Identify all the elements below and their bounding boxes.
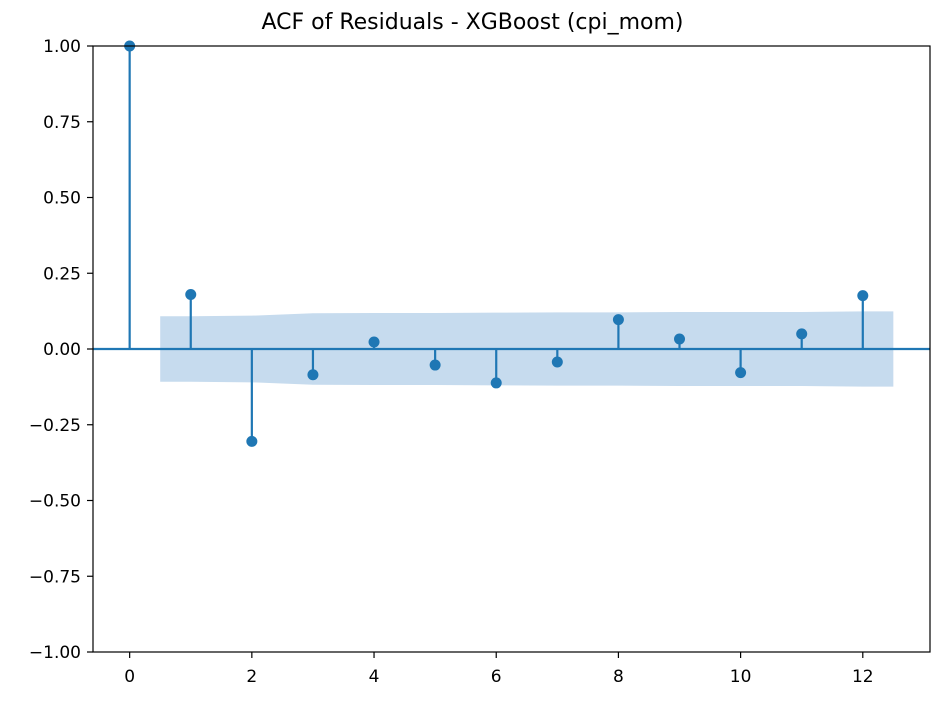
y-tick-label: −0.25	[29, 416, 81, 436]
marker-lag-12	[857, 290, 869, 302]
y-tick-label: 0.50	[43, 189, 81, 209]
marker-lag-5	[429, 359, 441, 371]
marker-lag-9	[674, 333, 686, 345]
marker-lag-4	[368, 336, 380, 348]
y-tick-label: −0.75	[29, 567, 81, 587]
y-tick-label: 0.25	[43, 264, 81, 284]
x-tick-label: 12	[852, 667, 874, 687]
marker-layer	[124, 40, 869, 447]
x-tick-label: 10	[730, 667, 752, 687]
marker-lag-1	[185, 288, 197, 300]
x-tick-label: 4	[369, 667, 380, 687]
x-tick-label: 0	[124, 667, 135, 687]
x-tick-label: 8	[613, 667, 624, 687]
marker-lag-11	[796, 328, 808, 340]
y-tick-label: 1.00	[43, 37, 81, 57]
marker-lag-8	[612, 314, 624, 326]
marker-lag-6	[490, 377, 502, 389]
y-tick-label: −0.50	[29, 492, 81, 512]
y-tick-label: 0.75	[43, 113, 81, 133]
marker-lag-2	[246, 435, 258, 447]
x-tick-layer: 0 2 4 6 8 10 12	[124, 652, 874, 687]
y-tick-label: 0.00	[43, 340, 81, 360]
chart-title: ACF of Residuals - XGBoost (cpi_mom)	[261, 10, 684, 35]
marker-lag-3	[307, 369, 319, 381]
x-tick-label: 2	[246, 667, 257, 687]
y-tick-label: −1.00	[29, 643, 81, 663]
x-tick-label: 6	[491, 667, 502, 687]
y-tick-layer: −1.00 −0.75 −0.50 −0.25 0.00 0.25 0.50 0.75 1.00	[29, 37, 93, 663]
marker-lag-7	[551, 356, 563, 368]
marker-lag-10	[735, 367, 747, 379]
